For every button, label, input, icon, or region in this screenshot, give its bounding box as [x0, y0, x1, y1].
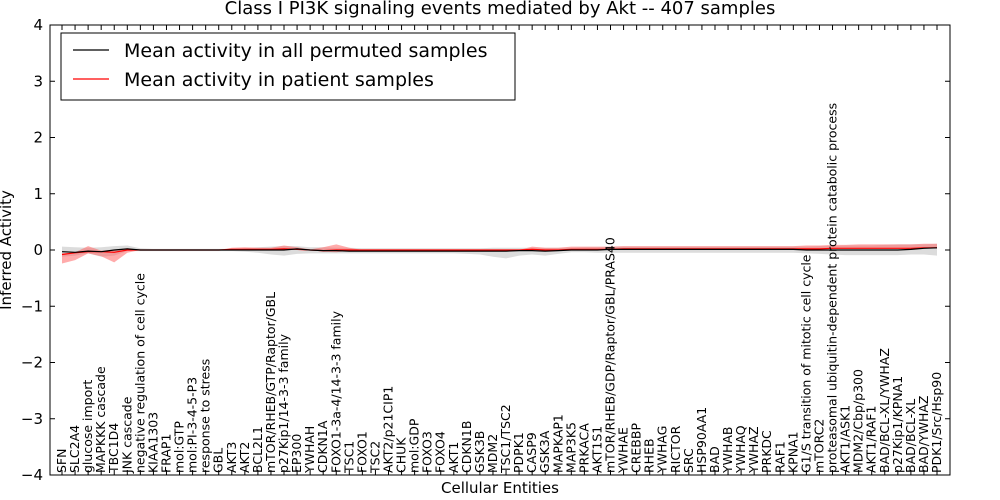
category-label: AKT1S1 [589, 426, 604, 473]
category-label: CREBBP [629, 423, 644, 473]
category-label: YWHAB [720, 426, 735, 474]
category-label: PDPK1 [511, 432, 526, 473]
category-label: glucose import [80, 380, 95, 473]
y-tick-label: −1 [21, 297, 43, 315]
category-label: proteasomal ubiquitin-dependent protein … [825, 103, 840, 473]
category-label: KIAA1303 [145, 412, 160, 473]
category-label: FOXO4 [433, 431, 448, 473]
category-label: AKT2 [237, 442, 252, 473]
category-label: SRC [681, 448, 696, 473]
y-tick-label: −4 [21, 466, 43, 484]
category-label: HSP90AA1 [694, 407, 709, 473]
category-label: EP300 [289, 434, 304, 473]
category-label: MAP3K5 [563, 422, 578, 473]
y-tick-label: −3 [21, 410, 43, 428]
category-label: TSC1 [341, 441, 356, 474]
category-label: CHUK [394, 437, 409, 473]
category-label: RICTOR [668, 425, 683, 473]
category-label: JNK cascade [119, 396, 134, 474]
category-label: YWHAH [302, 426, 317, 474]
category-label: p27Kip1/14-3-3 family [276, 333, 291, 473]
category-label: YWHAQ [733, 425, 748, 474]
category-label: CASP9 [524, 432, 539, 473]
category-label: PRKDC [759, 430, 774, 473]
category-label: GSK3B [472, 431, 487, 473]
category-label: BCL2L1 [250, 426, 265, 473]
y-tick-label: 2 [33, 129, 43, 147]
category-label: GSK3A [537, 430, 552, 473]
category-label: TSC1/TSC2 [498, 404, 513, 474]
category-label: FRAP1 [158, 434, 173, 473]
category-label: MDM2 [485, 434, 500, 473]
category-label: AKT1/RAF1 [864, 406, 879, 473]
category-label: response to stress [198, 359, 213, 473]
category-label: PRKACA [576, 423, 591, 473]
category-label: MAPKKK cascade [93, 366, 108, 473]
series-lines [61, 247, 938, 256]
permuted-mean-line [61, 247, 938, 253]
category-label: mTORC2 [811, 419, 826, 473]
category-label: MDM2/Cbp/p300 [851, 369, 866, 473]
category-label: YWHAG [655, 426, 670, 474]
y-axis-label: Inferred Activity [0, 190, 15, 310]
category-label: BAD/YWHAZ [916, 396, 931, 473]
y-tick-label: −2 [21, 354, 43, 372]
y-tick-label: 1 [33, 185, 43, 203]
category-label: FOXO1 [354, 431, 369, 473]
category-label: BAD/BCL-XL [903, 399, 918, 473]
category-label: SLC2A4 [67, 425, 82, 473]
legend-label-patient: Mean activity in patient samples [124, 69, 434, 91]
category-label: GBL [211, 448, 226, 473]
category-label: AKT1/ASK1 [838, 405, 853, 473]
category-label: PDK1/Src/Hsp90 [929, 372, 944, 473]
category-label: YWHAE [616, 427, 631, 474]
legend-box [60, 32, 516, 101]
y-tick-label: 3 [33, 72, 43, 90]
chart-title: Class I PI3K signaling events mediated b… [225, 0, 776, 19]
category-label: G1/S transition of mitotic cell cycle [798, 254, 813, 473]
category-label: RHEB [642, 438, 657, 473]
category-label: AKT3 [224, 442, 239, 473]
category-label: mTOR/RHEB/GDP/Raptor/GBL/PRAS40 [603, 237, 618, 473]
y-tick-label: 0 [33, 241, 43, 259]
category-label: p27Kip1/KPNA1 [890, 376, 905, 473]
y-axis: −4 −3 −2 −1 0 1 2 3 4 [21, 16, 950, 484]
category-label: MAPKAP1 [550, 414, 565, 473]
category-label: mol:GTP [172, 421, 187, 473]
x-axis-label: Cellular Entities [441, 479, 559, 497]
category-label: SFN [54, 449, 69, 473]
category-label: mol:PI-3-4-5-P3 [185, 377, 200, 473]
category-label: TBC1D4 [106, 423, 121, 474]
category-label: CDKN1A [315, 420, 330, 473]
category-label: mol:GDP [407, 418, 422, 473]
category-label: TSC2 [367, 441, 382, 474]
category-label: CDKN1B [459, 421, 474, 473]
category-label: negative regulation of cell cycle [132, 273, 147, 473]
legend: Mean activity in all permuted samples Me… [60, 32, 516, 101]
category-label: AKT2/p21CIP1 [380, 386, 395, 473]
legend-label-permuted: Mean activity in all permuted samples [124, 40, 487, 62]
category-label: BAD [707, 446, 722, 473]
category-label: FOXO1-3a-4/14-3-3 family [328, 310, 343, 473]
y-tick-label: 4 [33, 16, 43, 34]
category-label: YWHAZ [746, 426, 761, 474]
category-label: FOXO3 [420, 431, 435, 473]
x-axis [61, 25, 938, 475]
category-label: BAD/BCL-XL/YWHAZ [877, 348, 892, 473]
category-label: mTOR/RHEB/GTP/Raptor/GBL [263, 292, 278, 473]
category-label: AKT1 [446, 442, 461, 473]
category-label: RAF1 [772, 441, 787, 473]
category-label: KPNA1 [785, 431, 800, 473]
